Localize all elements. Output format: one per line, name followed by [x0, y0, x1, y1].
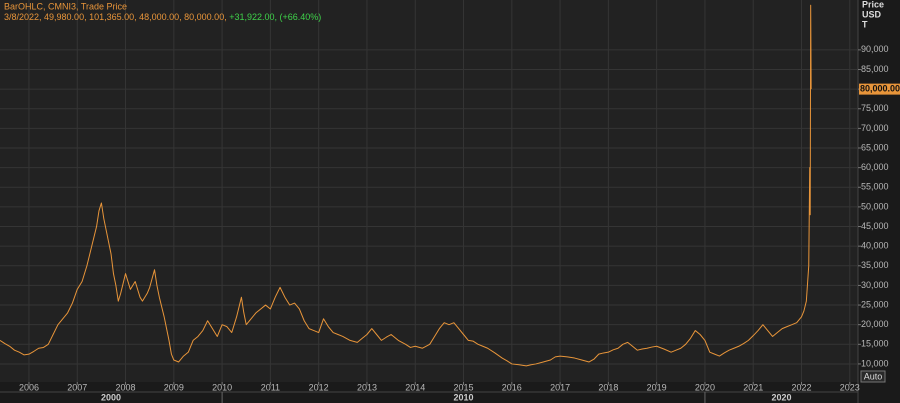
y-tick-label: 60,000	[861, 162, 889, 172]
auto-button[interactable]	[860, 370, 886, 383]
x-tick-label: 2016	[502, 382, 522, 392]
y-tick-label: 35,000	[861, 260, 889, 270]
decade-label: 2010	[454, 392, 474, 402]
x-tick-label: 2011	[261, 382, 280, 392]
y-tick-label: 70,000	[861, 123, 889, 133]
y-tick-label: 25,000	[861, 299, 889, 309]
y-tick-label: 20,000	[861, 319, 889, 329]
chart-subtitle: 3/8/2022, 49,980.00, 101,365.00, 48,000.…	[4, 12, 321, 22]
x-tick-label: 2018	[598, 382, 618, 392]
y-tick-label: 30,000	[861, 280, 889, 290]
y-tick-label: 10,000	[861, 358, 889, 368]
x-tick-label: 2008	[116, 382, 136, 392]
price-line	[0, 4, 812, 367]
y-tick-label: 85,000	[861, 64, 889, 74]
y-tick-label: 55,000	[861, 182, 889, 192]
axis-label: USD	[862, 9, 882, 19]
y-tick-label: 50,000	[861, 201, 889, 211]
plot-background	[0, 0, 858, 382]
x-tick-label: 2020	[695, 382, 715, 392]
axis-panel	[858, 0, 900, 403]
x-tick-label: 2007	[67, 382, 87, 392]
x-tick-label: 2021	[743, 382, 763, 392]
y-tick-label: 45,000	[861, 221, 889, 231]
x-tick-label: 2023	[840, 382, 860, 392]
x-tick-label: 2022	[791, 382, 811, 392]
x-tick-label: 2013	[357, 382, 377, 392]
ohlc-values: 3/8/2022, 49,980.00, 101,365.00, 48,000.…	[4, 12, 227, 22]
y-tick-label: 90,000	[861, 44, 889, 54]
y-tick-label: 15,000	[861, 339, 889, 349]
x-tick-label: 2010	[212, 382, 232, 392]
axis-label: T	[862, 19, 868, 29]
x-tick-label: 2017	[550, 382, 570, 392]
last-price-marker	[859, 83, 900, 95]
y-tick-label: 75,000	[861, 103, 889, 113]
last-price-label: 80,000.00	[860, 83, 900, 93]
x-tick-label: 2014	[405, 382, 425, 392]
chart-title: BarOHLC, CMNI3, Trade Price	[4, 1, 127, 11]
change: +31,922.00, (+66.40%)	[229, 12, 321, 22]
decade-label: 2020	[771, 392, 791, 402]
x-tick-label: 2009	[164, 382, 184, 392]
axis-label: Price	[862, 0, 884, 9]
y-tick-label: 65,000	[861, 142, 889, 152]
x-tick-label: 2019	[647, 382, 667, 392]
y-tick-label: 40,000	[861, 241, 889, 251]
decade-label: 2000	[101, 392, 121, 402]
x-tick-label: 2006	[19, 382, 39, 392]
x-tick-label: 2015	[454, 382, 474, 392]
x-tick-label: 2012	[309, 382, 329, 392]
auto-button-label[interactable]: Auto	[864, 371, 883, 381]
